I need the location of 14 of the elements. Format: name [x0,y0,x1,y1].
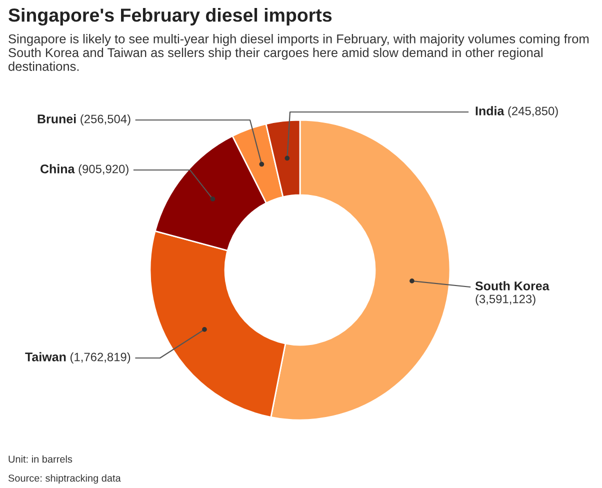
data-label: (256,504) [80,114,130,126]
slice-label: India [476,106,504,116]
slice-label: Brunei [38,114,76,124]
data-label: (905,920) [78,164,128,176]
slice-label: Taiwan [25,352,66,362]
slice-label: China [40,164,75,174]
data-label: (1,762,819) [70,352,130,364]
source-note: Source: shiptracking data [8,474,121,484]
text: Unit: in barrels [8,455,72,463]
slice-label: South Korea [475,281,550,290]
data-label: (245,850) [508,106,558,118]
chart-title: Singapore's February diesel imports [8,8,332,26]
chart-subtitle: Singapore is likely to see multi-year high diesel imports in February, with majority volumes coming from South Korea and Taiwan as sellers ship their cargoes here amid slow demand in other regional destinations. [8,34,589,71]
data-label: (3,591,123) [476,294,536,306]
